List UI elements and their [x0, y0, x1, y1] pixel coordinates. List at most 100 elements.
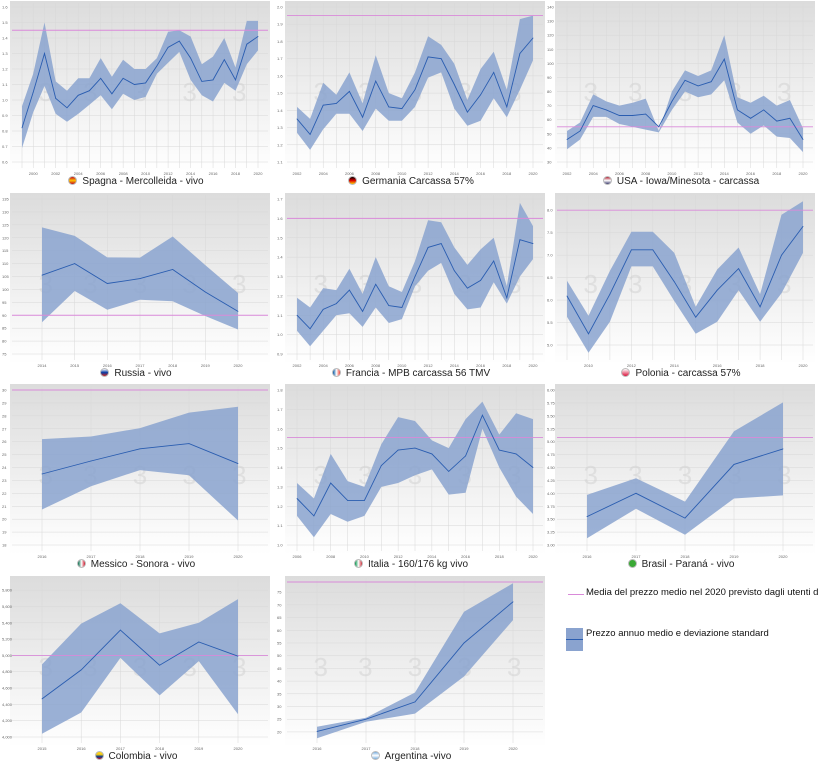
x-tick-label: 2019	[460, 746, 470, 751]
y-tick-label: 80	[2, 339, 7, 344]
watermark-logo: 3	[678, 460, 692, 490]
chart-title: USA - Iowa/Minesota - carcassa	[616, 176, 760, 187]
watermark-logo: 3	[182, 77, 196, 107]
data-point	[120, 629, 121, 631]
chart-title: Spagna - Mercolleida - vivo	[82, 176, 204, 187]
x-tick-label: 2018	[681, 554, 691, 559]
data-point	[246, 43, 248, 45]
data-point	[77, 94, 79, 96]
x-tick-label: 2019	[730, 554, 740, 559]
data-point	[482, 414, 483, 416]
flag-brazil-icon	[627, 558, 637, 568]
data-point	[630, 249, 632, 251]
data-point	[66, 107, 68, 109]
x-tick-label: 2002	[293, 363, 303, 368]
y-tick-label: 5.25	[547, 426, 556, 431]
data-point	[723, 58, 725, 60]
x-tick-label: 2020	[779, 554, 789, 559]
watermark-logo: 3	[584, 269, 598, 299]
data-point	[223, 59, 225, 61]
chart-francia: 0.9 1.0 1.1 1.2 1.3 1.4 1.5 1.6 1.7 2002 2004 2006 2…	[275, 192, 547, 382]
data-point	[480, 279, 481, 281]
x-tick-label: 2010	[360, 554, 370, 559]
y-tick-label: 0.9	[2, 113, 8, 118]
y-tick-label: 1.0	[277, 332, 283, 337]
x-tick-label: 2010	[667, 171, 677, 176]
x-tick-label: 2002	[51, 171, 61, 176]
y-tick-label: 1.3	[277, 484, 283, 489]
data-point	[453, 84, 455, 85]
y-tick-label: 65	[277, 615, 282, 620]
y-tick-label: 30	[277, 704, 282, 709]
flag-poland-icon	[621, 367, 631, 377]
chart-title: Colombia - vivo	[108, 751, 178, 762]
data-point	[750, 117, 751, 119]
x-tick-label: 2016	[461, 554, 471, 559]
x-tick-label: 2004	[74, 171, 84, 176]
data-point	[579, 130, 581, 132]
std-dev-band	[42, 599, 238, 734]
data-point	[431, 453, 433, 455]
std-dev-band	[567, 201, 803, 353]
x-tick-label: 2006	[615, 171, 625, 176]
flag-spain-icon	[68, 175, 78, 185]
y-tick-label: 4,600	[2, 686, 13, 691]
data-point	[586, 516, 588, 517]
x-tick-label: 2014	[450, 171, 460, 176]
x-tick-label: 2018	[772, 171, 782, 176]
data-point	[100, 77, 102, 79]
data-point	[335, 303, 337, 305]
data-point	[313, 515, 315, 517]
legend-item-reference: Media del prezzo medio nel 2020 previsto…	[560, 587, 820, 601]
chart-caption: Argentina -vivo	[275, 750, 547, 762]
data-point	[178, 40, 180, 42]
data-point	[167, 46, 169, 48]
x-tick-label: 2012	[694, 171, 704, 176]
data-point	[90, 460, 92, 462]
chart-title: Messico - Sonora - vivo	[90, 559, 196, 570]
x-tick-label: 2017	[136, 363, 146, 368]
x-tick-label: 2014	[186, 171, 196, 176]
data-point	[632, 115, 633, 116]
y-tick-label: 40	[277, 679, 282, 684]
y-tick-label: 26	[2, 439, 7, 444]
y-tick-label: 135	[2, 197, 9, 202]
data-point	[21, 127, 23, 129]
data-point	[237, 310, 239, 312]
data-point	[212, 79, 214, 81]
y-tick-label: 1.5	[277, 446, 283, 451]
y-tick-label: 7.5	[547, 230, 553, 235]
x-tick-label: 2012	[627, 363, 637, 368]
y-tick-label: 4,400	[2, 702, 13, 707]
data-point	[362, 116, 363, 118]
y-tick-label: 50	[547, 131, 552, 136]
y-tick-label: 4.50	[547, 465, 556, 470]
x-tick-label: 2015	[70, 363, 80, 368]
data-point	[506, 106, 508, 108]
flag-colombia-icon	[94, 750, 104, 760]
chart-title: Italia - 160/176 kg vivo	[367, 559, 469, 570]
data-point	[122, 77, 124, 79]
x-tick-label: 2020	[234, 746, 244, 751]
y-tick-label: 5.50	[547, 413, 556, 418]
data-point	[401, 108, 403, 110]
band-swatch	[566, 628, 583, 651]
x-tick-label: 2016	[476, 363, 486, 368]
y-tick-label: 18	[2, 543, 7, 548]
data-point	[588, 333, 589, 335]
data-point	[414, 447, 416, 449]
data-point	[55, 98, 57, 99]
x-tick-label: 2008	[119, 171, 129, 176]
watermark-logo: 3	[777, 77, 791, 107]
x-tick-label: 2020	[529, 363, 539, 368]
y-tick-label: 25	[2, 452, 7, 457]
data-point	[237, 655, 239, 657]
data-point	[172, 269, 174, 270]
data-point	[414, 701, 416, 703]
x-tick-label: 2020	[509, 746, 519, 751]
y-tick-label: 5,000	[2, 653, 13, 658]
data-point	[309, 134, 311, 135]
data-point	[738, 268, 740, 270]
data-point	[493, 72, 495, 73]
y-tick-label: 75	[277, 590, 282, 595]
